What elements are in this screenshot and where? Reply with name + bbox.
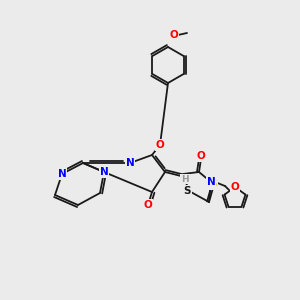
Text: N: N [100,167,108,177]
Text: S: S [183,186,191,196]
Text: H: H [181,175,189,184]
Text: N: N [207,177,215,187]
Text: N: N [126,158,134,168]
Text: O: O [169,30,178,40]
Text: O: O [144,200,152,210]
Text: O: O [156,140,164,150]
Text: N: N [58,169,66,179]
Text: O: O [196,151,206,161]
Text: S: S [209,179,217,189]
Text: O: O [231,182,239,192]
